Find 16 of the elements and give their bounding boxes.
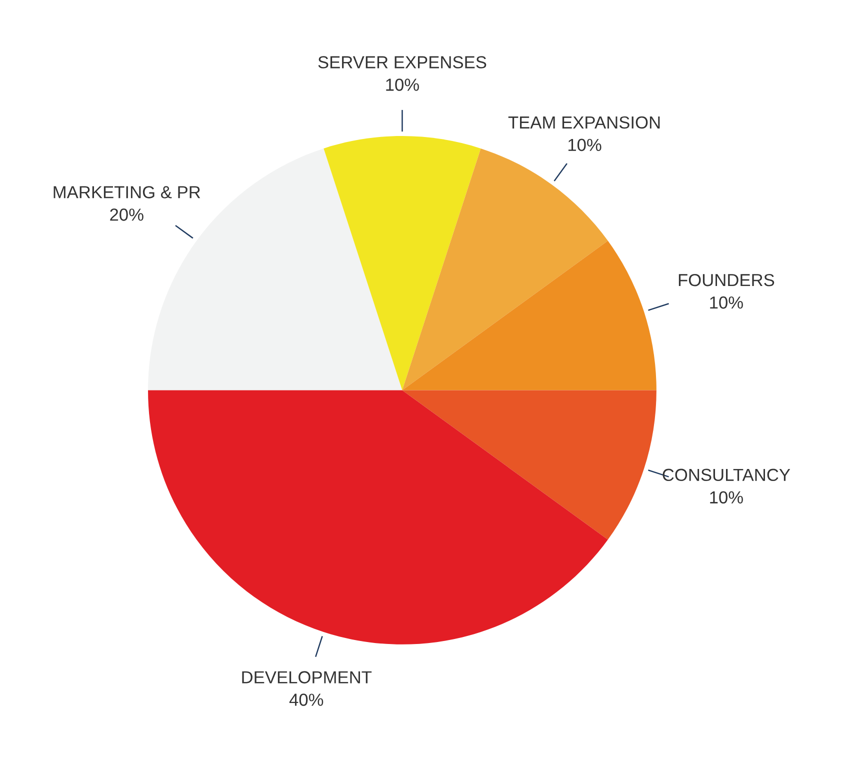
data-label: 10% bbox=[710, 296, 743, 309]
slice-label: FOUNDERS bbox=[678, 274, 774, 286]
data-label: 20% bbox=[110, 208, 144, 221]
slice-label: MARKETING & PR bbox=[54, 186, 200, 198]
data-label: 40% bbox=[289, 694, 324, 706]
data-label: 10% bbox=[568, 138, 602, 152]
pie-slice bbox=[402, 390, 656, 540]
data-label: 10% bbox=[710, 491, 743, 504]
slice-label: TEAM EXPANSION bbox=[508, 116, 660, 129]
slice-label: DEVELOPMENT bbox=[242, 671, 372, 684]
pie-slice bbox=[148, 390, 608, 644]
pie-slice bbox=[402, 240, 656, 390]
slice-label: SERVER EXPENSES bbox=[318, 56, 486, 68]
slice-label: CONSULTANCY bbox=[662, 468, 790, 482]
pie-slice bbox=[324, 136, 481, 390]
data-label: 10% bbox=[386, 78, 419, 91]
